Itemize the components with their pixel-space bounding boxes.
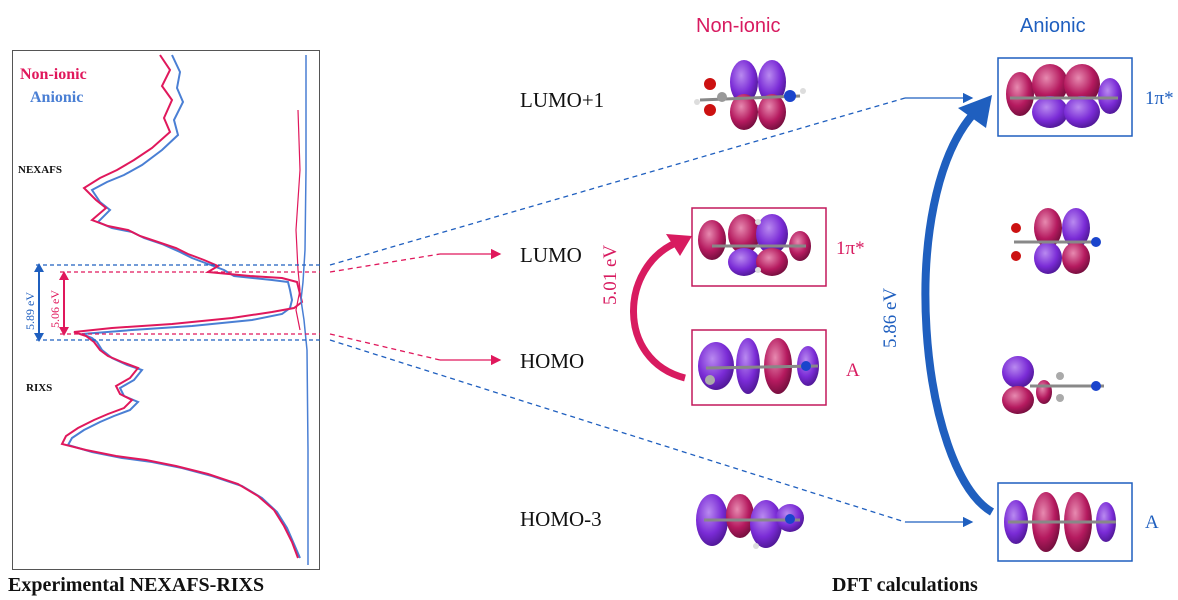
anionic-excitation-arrow [921, 109, 995, 516]
orbital-anionic-homo [1004, 492, 1116, 552]
symmetry-anionic-homo: A [1145, 512, 1159, 533]
orbital-nonionic-homo3 [696, 494, 804, 549]
spectra-panel [12, 50, 320, 570]
orbital-nonionic-lumo [698, 214, 811, 276]
symmetry-nonionic-lumo: 1π* [836, 238, 865, 259]
label-homo: HOMO [520, 349, 585, 373]
orbital-anionic-mid2 [1002, 356, 1104, 414]
orbital-anionic-lumo1 [1006, 64, 1122, 128]
gap-label-anionic: 5.89 eV [23, 292, 37, 330]
spectra-chart: 5.89 eV 5.06 eV [23, 54, 320, 565]
reference-spectrum-magenta [295, 109, 301, 331]
orbital-anionic-mid1 [1011, 208, 1101, 274]
caption-right: DFT calculations [832, 574, 978, 596]
orbital-nonionic-homo [698, 338, 819, 394]
rixs-label: RIXS [26, 382, 53, 394]
symmetry-nonionic-homo: A [846, 360, 860, 381]
label-lumo1: LUMO+1 [520, 88, 605, 112]
symmetry-anionic-lumo1: 1π* [1145, 88, 1174, 109]
label-homo3: HOMO-3 [520, 507, 602, 531]
reference-spectrum-blue [300, 55, 309, 565]
caption-left: Experimental NEXAFS-RIXS [8, 574, 265, 596]
legend-non-ionic: Non-ionic [20, 66, 87, 83]
column-header-nonionic: Non-ionic [696, 15, 781, 37]
legend-anionic: Anionic [30, 89, 84, 106]
label-lumo: LUMO [520, 243, 582, 267]
non-ionic-spectrum [60, 54, 304, 559]
nexafs-label: NEXAFS [18, 164, 63, 176]
orbital-nonionic-lumo1 [694, 60, 806, 130]
column-header-anionic: Anionic [1020, 15, 1086, 37]
nonionic-excitation-arrow [630, 238, 686, 382]
gap-label-nonionic: 5.06 eV [48, 290, 62, 328]
